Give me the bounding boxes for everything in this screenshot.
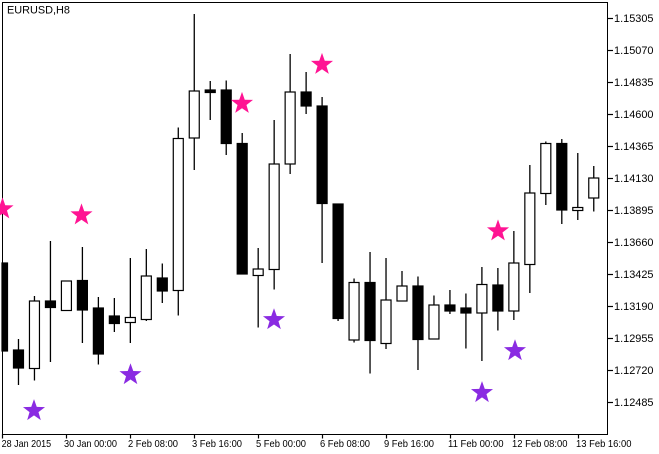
svg-text:1.15305: 1.15305	[614, 13, 654, 25]
svg-text:11 Feb 00:00: 11 Feb 00:00	[448, 438, 504, 450]
svg-text:6 Feb 08:00: 6 Feb 08:00	[320, 438, 370, 450]
svg-text:9 Feb 16:00: 9 Feb 16:00	[384, 438, 434, 450]
svg-text:1.15070: 1.15070	[614, 45, 654, 57]
svg-text:1.14835: 1.14835	[614, 77, 654, 89]
svg-text:1.12485: 1.12485	[614, 397, 654, 409]
svg-text:12 Feb 08:00: 12 Feb 08:00	[512, 438, 568, 450]
svg-text:28 Jan 2015: 28 Jan 2015	[2, 438, 52, 450]
svg-text:1.14600: 1.14600	[614, 109, 654, 121]
svg-text:EURUSD,H8: EURUSD,H8	[7, 5, 70, 17]
svg-text:3 Feb 16:00: 3 Feb 16:00	[192, 438, 242, 450]
svg-text:1.12720: 1.12720	[614, 365, 654, 377]
svg-text:2 Feb 08:00: 2 Feb 08:00	[128, 438, 178, 450]
svg-text:5 Feb 00:00: 5 Feb 00:00	[256, 438, 306, 450]
svg-text:1.13425: 1.13425	[614, 269, 654, 281]
svg-text:30 Jan 00:00: 30 Jan 00:00	[64, 438, 117, 450]
svg-text:1.13660: 1.13660	[614, 237, 654, 249]
svg-text:1.13190: 1.13190	[614, 301, 654, 313]
svg-text:13 Feb 16:00: 13 Feb 16:00	[576, 438, 632, 450]
svg-text:1.13895: 1.13895	[614, 205, 654, 217]
svg-text:1.14365: 1.14365	[614, 141, 654, 153]
svg-text:1.14130: 1.14130	[614, 173, 654, 185]
svg-text:1.12955: 1.12955	[614, 333, 654, 345]
